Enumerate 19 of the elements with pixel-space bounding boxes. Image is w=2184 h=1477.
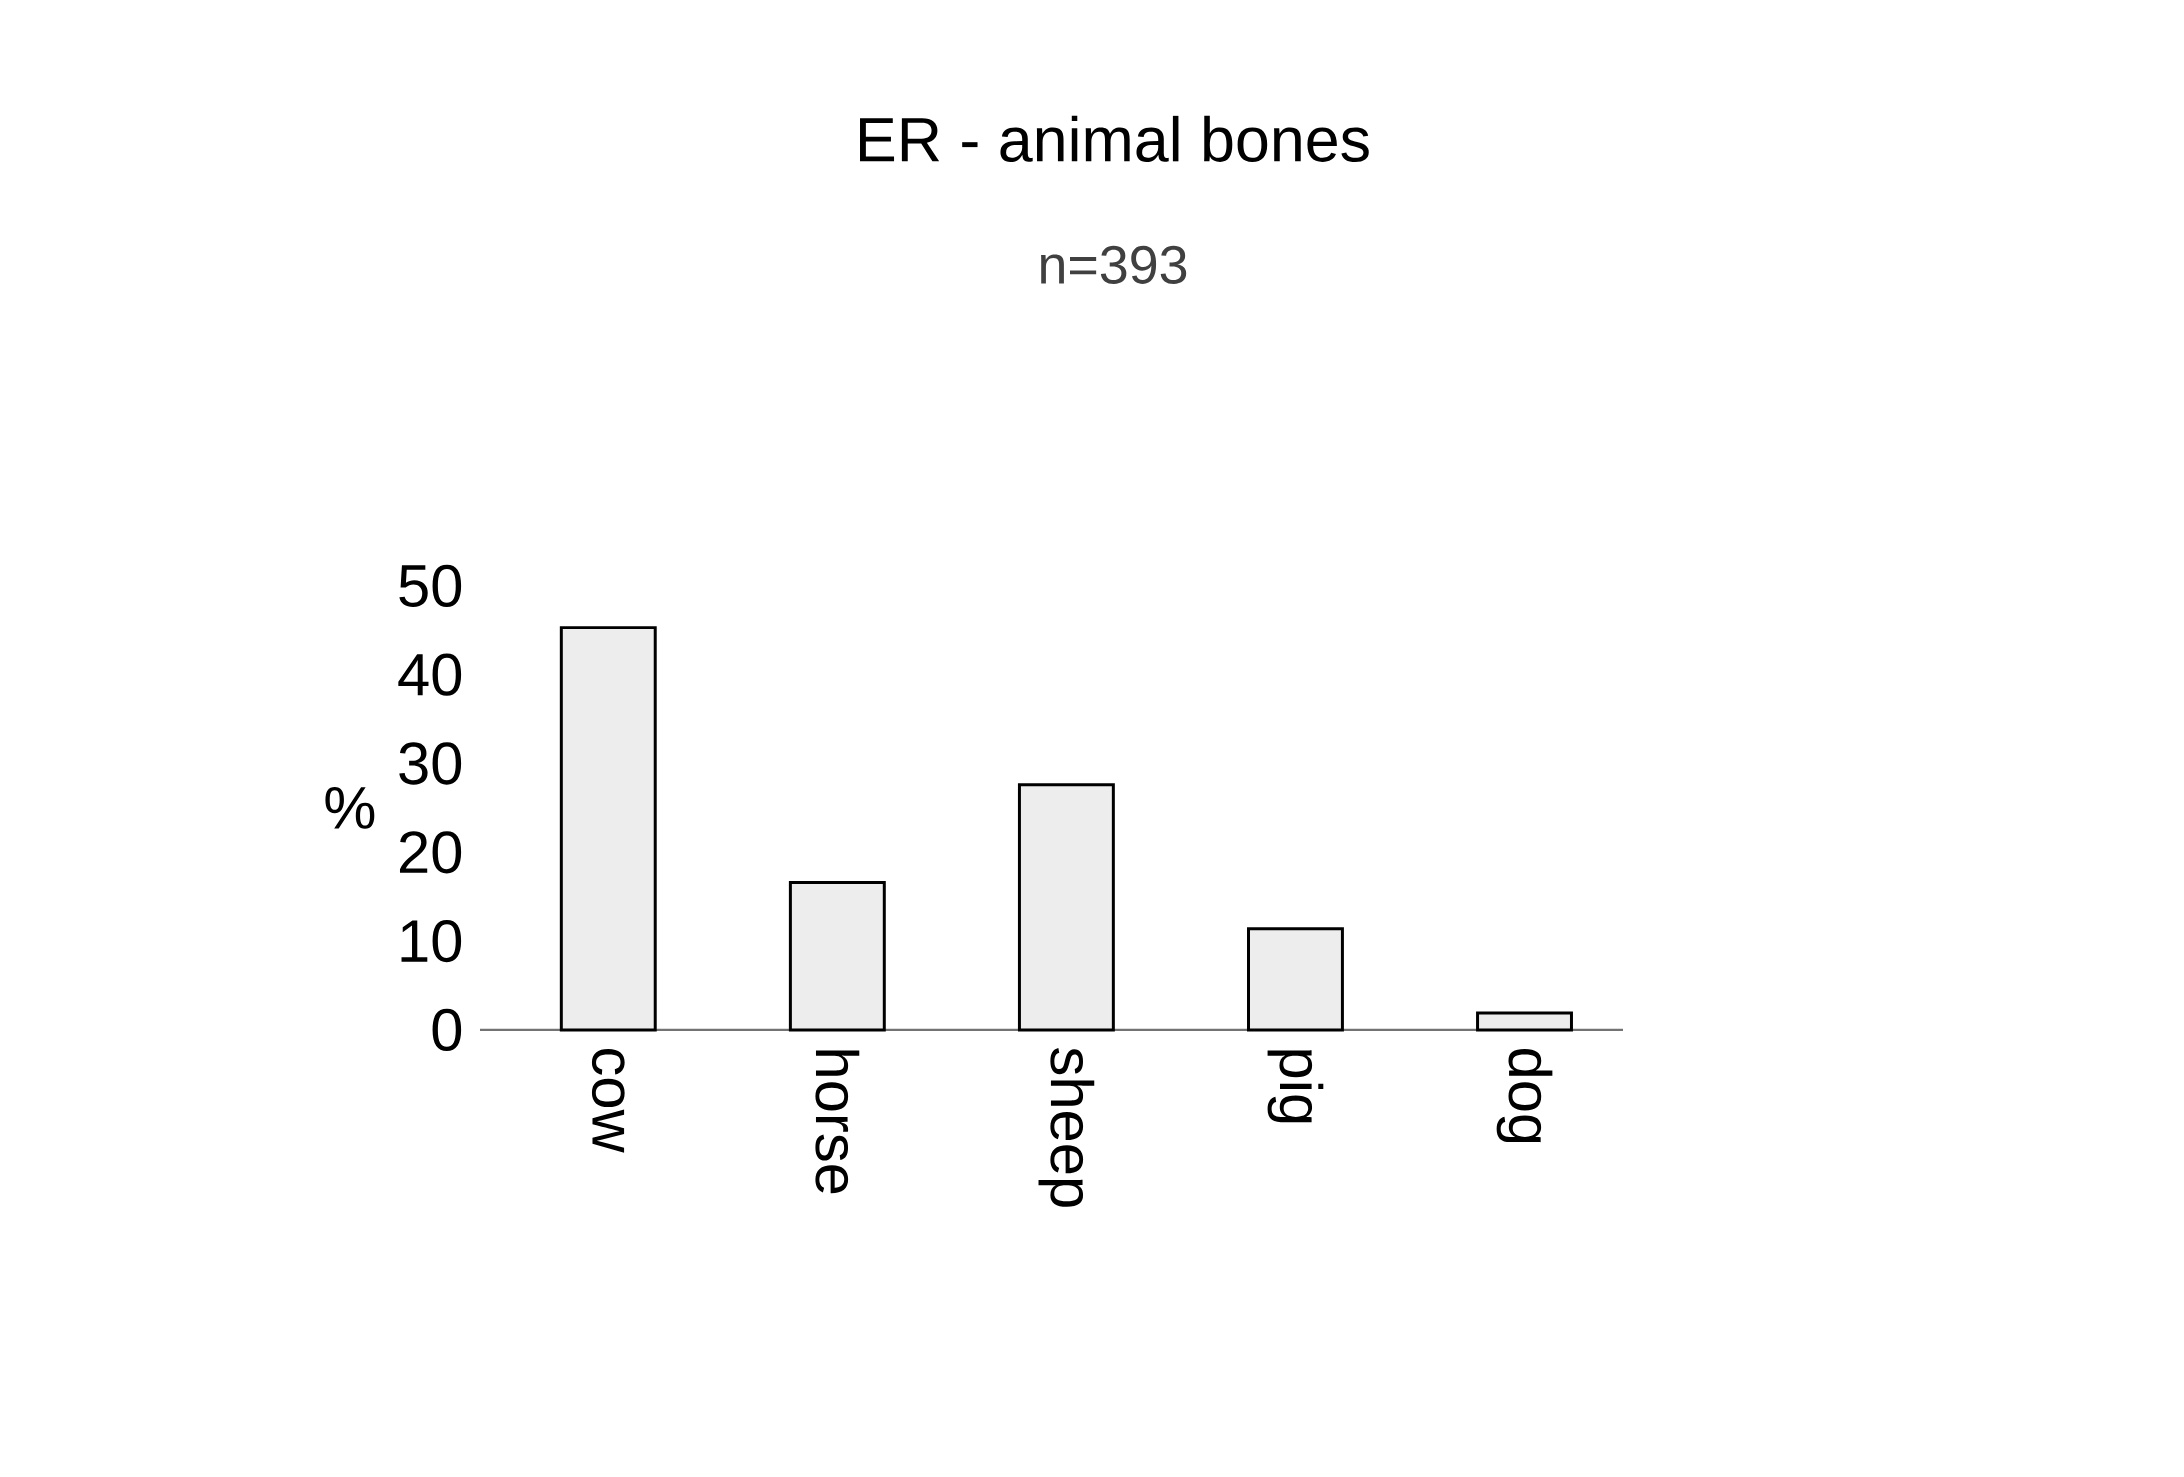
chart-title: ER - animal bones bbox=[860, 115, 1369, 162]
bar bbox=[788, 881, 886, 1032]
x-tick-label: cow bbox=[591, 1049, 625, 1153]
y-axis-title: % bbox=[325, 787, 375, 829]
x-tick-label: pig bbox=[1267, 1050, 1324, 1123]
bar bbox=[559, 626, 657, 1032]
y-tick-label: 10 bbox=[401, 920, 462, 963]
y-tick-label: 40 bbox=[398, 653, 462, 696]
x-tick-label: dog bbox=[1496, 1049, 1553, 1143]
y-tick-label: 0 bbox=[432, 1008, 462, 1052]
bar bbox=[1017, 783, 1115, 1032]
y-tick-label: 20 bbox=[399, 831, 462, 874]
x-tick-label: sheep bbox=[1038, 1048, 1095, 1207]
x-tick-label: horse bbox=[815, 1050, 860, 1194]
y-tick-label: 30 bbox=[399, 742, 462, 785]
chart-subtitle: n=393 bbox=[1041, 245, 1187, 284]
bar bbox=[1247, 927, 1344, 1032]
bar bbox=[1476, 1011, 1573, 1032]
y-tick-label: 50 bbox=[399, 564, 462, 608]
